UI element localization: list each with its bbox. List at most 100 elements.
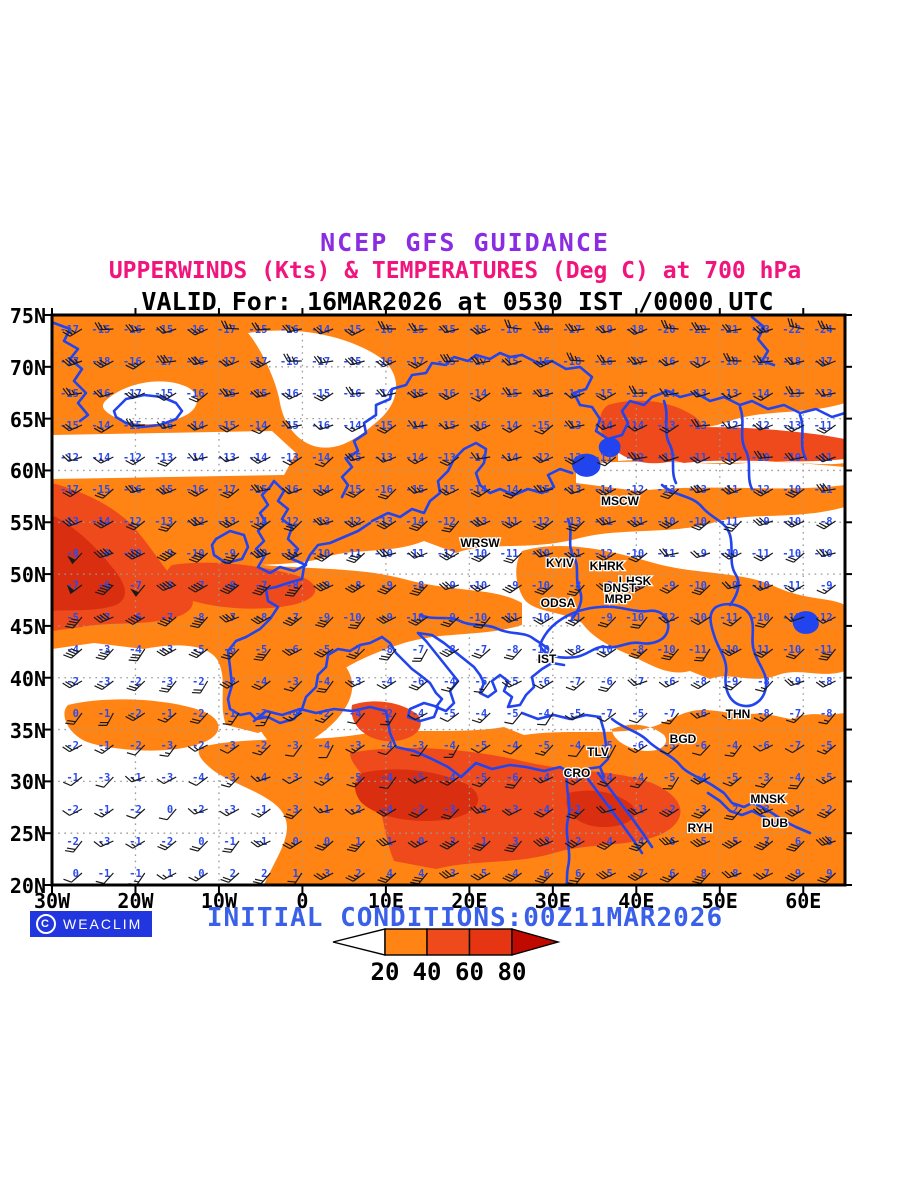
wind-barb-glyph (126, 808, 146, 819)
wind-barb (815, 453, 836, 463)
temperature-value: -10 (657, 644, 676, 656)
wind-speed-shading (52, 315, 845, 885)
wind-barb (533, 549, 554, 558)
wind-barb (501, 358, 522, 366)
wind-barb (313, 326, 334, 335)
wind-barb-glyph (439, 324, 459, 333)
wind-barb-glyph (93, 456, 114, 464)
temperature-value: 0 (73, 868, 79, 880)
temperature-value: 1 (387, 836, 393, 848)
temperature-value: 7 (763, 868, 769, 880)
wind-barb-glyph (785, 385, 805, 395)
wind-barb (534, 321, 554, 330)
wind-barb (471, 552, 491, 563)
temperature-value: -3 (98, 772, 111, 784)
temperature-value: -4 (506, 740, 519, 752)
wind-barb-glyph (281, 392, 303, 400)
wind-barb-glyph (314, 456, 334, 468)
wind-barb (93, 389, 114, 398)
wind-barb (188, 648, 208, 659)
wind-barb (344, 452, 365, 461)
wind-barb-glyph (157, 616, 177, 627)
wind-barb (380, 712, 397, 726)
wind-barb (567, 744, 585, 758)
temperature-value: -6 (757, 740, 770, 752)
colorbar-segment (384, 928, 428, 956)
wind-barb (376, 548, 397, 558)
wind-barb (438, 422, 459, 430)
wind-barb-glyph (282, 456, 303, 466)
temperature-value: -22 (782, 324, 801, 336)
wind-barb (660, 488, 680, 500)
wind-barb-glyph (690, 616, 711, 626)
temperature-value: -2 (192, 804, 205, 816)
temperature-value: -6 (475, 676, 488, 688)
station-layer: -17-15-16-15-16-17-15-16-14-15-16-15-15-… (60, 318, 837, 886)
wind-barb (533, 616, 554, 625)
temperature-value: -14 (91, 516, 110, 528)
wind-barb (818, 712, 837, 725)
wind-barb (596, 392, 617, 401)
wind-barb (62, 454, 83, 462)
wind-barb (536, 648, 554, 662)
temperature-value: -7 (475, 644, 488, 656)
wind-barb (251, 808, 271, 818)
wind-barb (408, 520, 428, 532)
wind-barb (344, 679, 365, 688)
wind-barb (255, 712, 271, 727)
coastline (586, 777, 644, 855)
temperature-value: -5 (349, 772, 362, 784)
city-label: ODSA (541, 596, 576, 610)
temperature-value: -6 (506, 772, 519, 784)
wind-barb (376, 456, 397, 463)
wind-barb-glyph (533, 680, 554, 690)
temperature-value: 9 (795, 868, 801, 880)
wind-barb (125, 418, 145, 427)
temperature-value: -17 (688, 356, 707, 368)
wind-barb (125, 323, 145, 333)
wind-barb (630, 616, 648, 629)
temperature-value: 4 (512, 868, 518, 880)
temperature-value: 0 (324, 836, 330, 848)
wind-barb-glyph (628, 712, 648, 724)
wind-barb (534, 872, 554, 884)
wind-barb-glyph (250, 456, 271, 464)
wind-barb-glyph (501, 520, 522, 529)
wind-barb-glyph (784, 808, 805, 817)
wind-barb (504, 319, 522, 330)
wind-barb-glyph (784, 452, 805, 461)
temperature-value: -6 (600, 676, 613, 688)
wind-barb-glyph (628, 552, 648, 563)
wind-barb-glyph (222, 840, 240, 853)
temperature-value: -16 (186, 388, 205, 400)
wind-barb (187, 582, 208, 593)
temperature-value: -5 (475, 772, 488, 784)
weaclim-badge: C WEACLIM (30, 911, 153, 937)
wind-barb (596, 712, 617, 722)
wind-barb (125, 712, 146, 722)
wind-barb (786, 840, 805, 852)
wind-barb (627, 451, 648, 461)
wind-barb-glyph (64, 840, 83, 853)
wind-barb (627, 519, 648, 528)
wind-barb (126, 808, 146, 819)
wind-barb (721, 456, 742, 466)
temperature-value: -5 (726, 772, 739, 784)
wind-barb-glyph (125, 840, 146, 849)
wind-barb (784, 520, 805, 528)
wind-barb-glyph (125, 614, 146, 625)
wind-barb-glyph (595, 870, 617, 880)
temperature-value: -3 (286, 740, 299, 752)
wind-barb (407, 456, 428, 465)
temperature-value: -10 (782, 548, 801, 560)
wind-barb-glyph (220, 488, 240, 499)
temperature-value: -13 (625, 388, 644, 400)
wind-barb (566, 808, 585, 820)
wind-barb (598, 680, 617, 692)
wind-barb-glyph (661, 648, 680, 661)
wind-barb (721, 323, 742, 333)
wind-barb (412, 648, 428, 662)
wind-barb-glyph (125, 418, 145, 427)
wind-barb-glyph (380, 712, 397, 726)
wind-barb-glyph (344, 356, 365, 366)
